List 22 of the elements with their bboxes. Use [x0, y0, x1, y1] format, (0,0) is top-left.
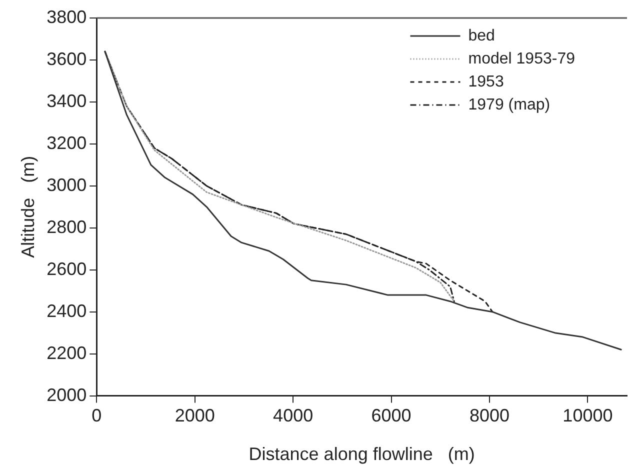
x-tick-label: 10000: [562, 406, 613, 426]
legend-label: 1979 (map): [468, 96, 550, 114]
y-tick-label: 2800: [46, 216, 87, 237]
x-tick-label: 8000: [469, 406, 510, 426]
x-tick-label: 0: [92, 406, 102, 426]
y-tick-label: 3400: [46, 90, 87, 111]
legend-label: 1953: [468, 73, 504, 90]
x-tick-label: 2000: [174, 406, 215, 426]
y-tick-label: 3000: [46, 174, 87, 195]
y-tick-label: 2600: [46, 258, 87, 279]
y-tick-label: 3600: [46, 48, 87, 69]
legend-label: model 1953-79: [468, 50, 576, 68]
x-axis-title: Distance along flowline (m): [248, 444, 475, 464]
x-tick-label: 4000: [273, 406, 314, 426]
y-tick-label: 2000: [46, 384, 87, 405]
legend-label: bed: [468, 27, 495, 44]
y-tick-label: 3200: [46, 132, 87, 153]
y-tick-label: 2400: [46, 300, 87, 321]
x-tick-label: 6000: [371, 406, 412, 426]
y-tick-label: 3800: [46, 6, 87, 27]
y-axis-title: Altitude (m): [18, 156, 38, 258]
y-tick-label: 2200: [46, 342, 87, 363]
